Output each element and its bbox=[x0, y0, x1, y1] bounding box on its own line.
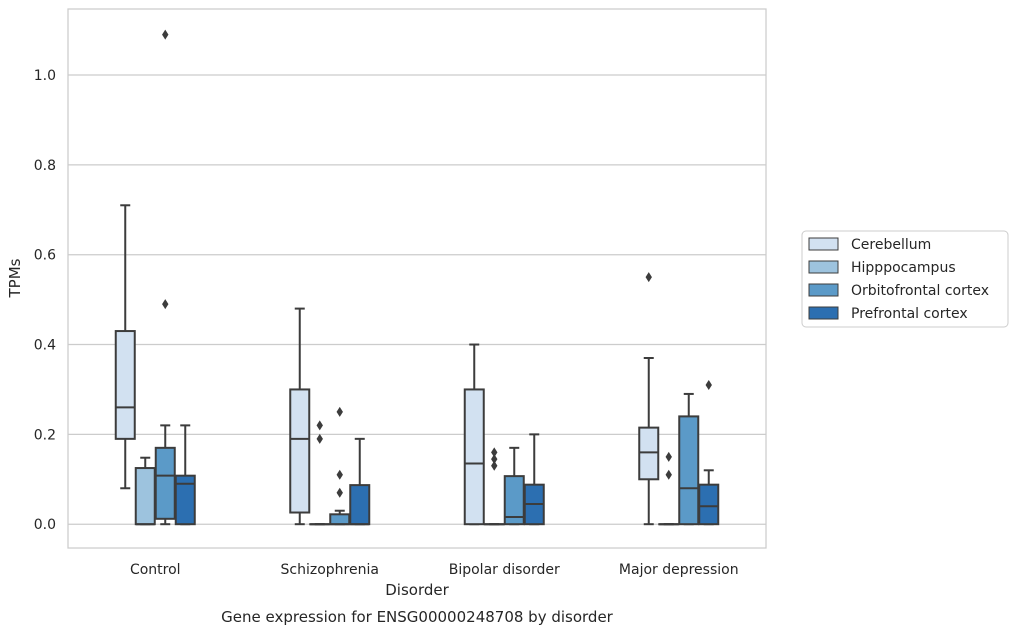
x-tick-label: Control bbox=[130, 562, 181, 578]
legend-swatch bbox=[808, 237, 839, 251]
x-axis-label: Disorder bbox=[385, 581, 449, 599]
y-tick-label: 0.2 bbox=[34, 427, 56, 443]
legend-label: Orbitofrontal cortex bbox=[851, 283, 989, 299]
outlier-point bbox=[645, 272, 652, 283]
x-tick-label: Bipolar disorder bbox=[449, 562, 560, 578]
y-axis-ticks: 0.0 0.2 0.4 0.6 0.8 1.0 bbox=[34, 68, 56, 533]
outlier-point bbox=[491, 447, 498, 458]
box-group bbox=[114, 204, 136, 490]
chart-caption: Gene expression for ENSG00000248708 by d… bbox=[221, 608, 614, 626]
box-group bbox=[154, 29, 176, 526]
box-group bbox=[174, 424, 196, 526]
y-tick-label: 1.0 bbox=[34, 68, 56, 84]
x-tick-label: Major depression bbox=[619, 562, 739, 578]
box bbox=[638, 426, 660, 481]
box bbox=[289, 388, 311, 514]
plot-area bbox=[114, 29, 720, 526]
box bbox=[678, 415, 700, 526]
box-group bbox=[503, 446, 525, 526]
axes-frame bbox=[67, 8, 767, 549]
box-group bbox=[329, 406, 351, 526]
outlier-point bbox=[316, 433, 323, 444]
legend-swatch bbox=[808, 260, 839, 274]
box-group bbox=[638, 272, 660, 526]
box bbox=[329, 513, 351, 526]
outlier-point bbox=[491, 460, 498, 471]
box-group bbox=[289, 307, 311, 526]
box bbox=[349, 484, 371, 526]
box-group bbox=[678, 392, 700, 526]
box-group bbox=[349, 437, 371, 526]
box-group bbox=[134, 456, 156, 526]
outlier-point bbox=[162, 299, 169, 310]
outlier-point bbox=[336, 406, 343, 417]
box-group bbox=[698, 379, 720, 526]
box bbox=[698, 483, 720, 526]
box bbox=[134, 467, 156, 526]
y-tick-label: 0.0 bbox=[34, 517, 56, 533]
x-tick-label: Schizophrenia bbox=[281, 562, 379, 578]
box bbox=[114, 330, 136, 440]
outlier-point bbox=[665, 469, 672, 480]
y-tick-label: 0.4 bbox=[34, 338, 56, 354]
outlier-point bbox=[336, 469, 343, 480]
box bbox=[154, 446, 176, 520]
outlier-point bbox=[705, 379, 712, 390]
box-group bbox=[523, 433, 545, 526]
legend-frame bbox=[801, 230, 1009, 328]
x-axis-ticks: Control Schizophrenia Bipolar disorder Majo… bbox=[130, 562, 739, 578]
outlier-point bbox=[665, 451, 672, 462]
legend-swatch bbox=[808, 283, 839, 297]
legend-label: Hipppocampus bbox=[851, 260, 956, 276]
outlier-point bbox=[336, 487, 343, 498]
legend-label: Prefrontal cortex bbox=[851, 306, 968, 322]
outlier-point bbox=[316, 420, 323, 431]
legend-label: Cerebellum bbox=[851, 237, 931, 253]
box bbox=[174, 474, 196, 526]
outlier-point bbox=[162, 29, 169, 40]
outlier-point bbox=[491, 454, 498, 465]
legend-swatch bbox=[808, 306, 839, 320]
box-group bbox=[309, 420, 331, 526]
y-tick-label: 0.6 bbox=[34, 248, 56, 264]
legend: Cerebellum Hipppocampus Orbitofrontal cort… bbox=[801, 230, 1009, 328]
box-group bbox=[483, 447, 505, 526]
box-group bbox=[658, 451, 680, 526]
box bbox=[463, 388, 485, 526]
box-group bbox=[463, 343, 485, 526]
y-axis-label: TPMs bbox=[6, 258, 24, 298]
y-tick-label: 0.8 bbox=[34, 158, 56, 174]
